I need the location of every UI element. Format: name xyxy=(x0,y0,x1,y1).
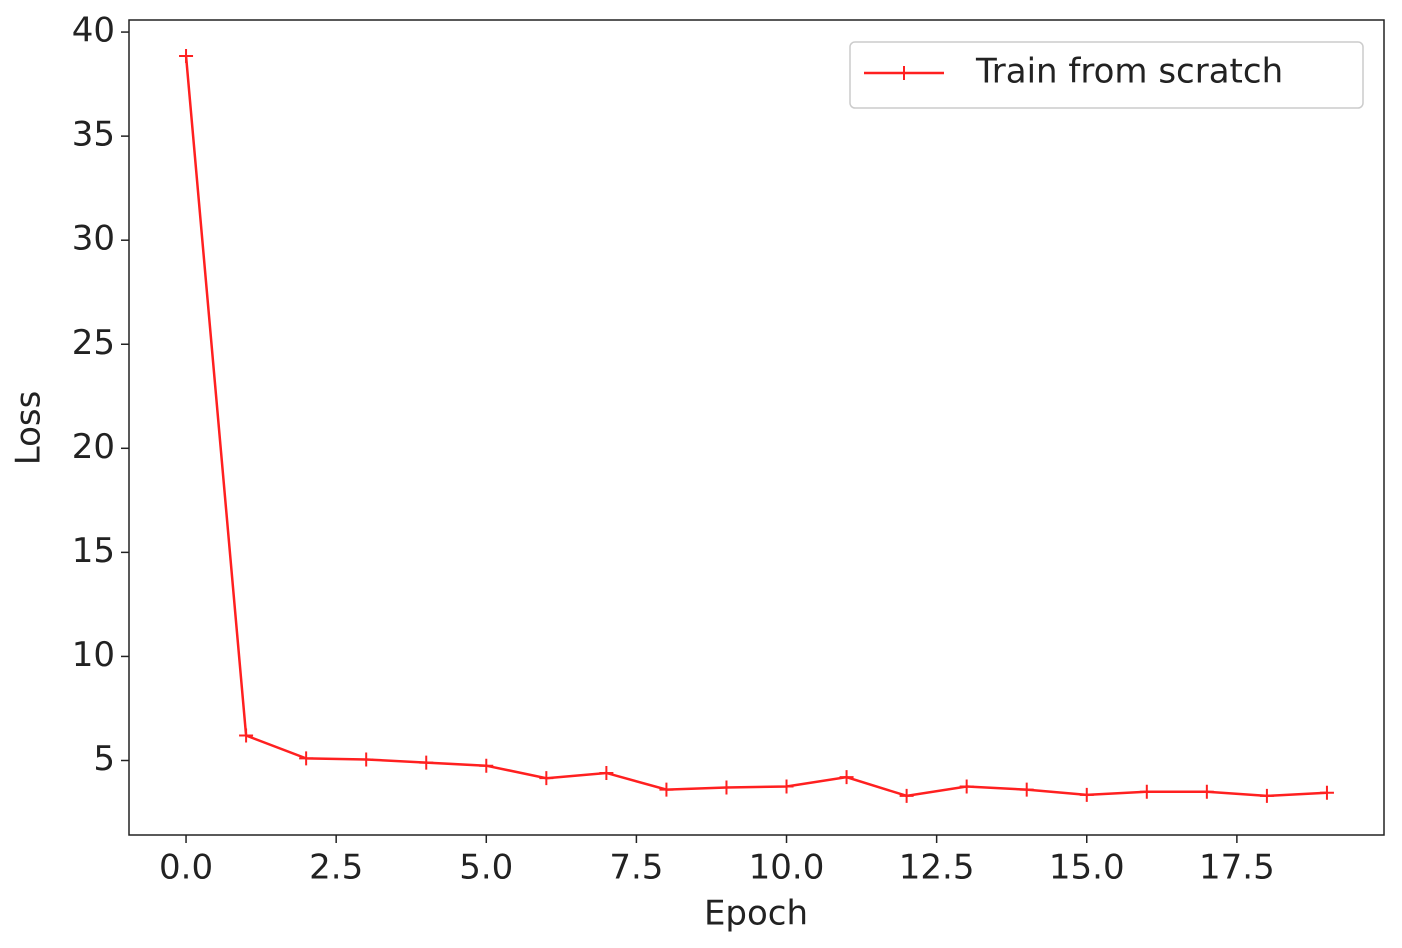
marker xyxy=(1259,788,1274,803)
y-tick-label: 20 xyxy=(72,427,115,467)
x-tick-label: 17.5 xyxy=(1199,848,1275,888)
x-tick-label: 2.5 xyxy=(309,848,363,888)
marker xyxy=(179,49,194,64)
x-tick-label: 12.5 xyxy=(899,848,975,888)
marker xyxy=(659,782,674,797)
marker xyxy=(539,771,554,786)
y-axis-label: Loss xyxy=(9,391,49,466)
marker xyxy=(239,728,254,743)
legend-marker xyxy=(897,66,911,80)
marker xyxy=(479,758,494,773)
marker xyxy=(359,752,374,767)
y-tick-label: 30 xyxy=(72,219,115,259)
y-tick-label: 5 xyxy=(93,739,115,779)
marker xyxy=(1319,785,1334,800)
x-tick-label: 7.5 xyxy=(609,848,663,888)
y-tick-label: 10 xyxy=(72,635,115,675)
marker xyxy=(1139,784,1154,799)
marker xyxy=(1199,784,1214,799)
marker xyxy=(899,788,914,803)
x-tick-label: 15.0 xyxy=(1049,848,1125,888)
marker xyxy=(719,780,734,795)
y-tick-label: 40 xyxy=(72,11,115,51)
marker xyxy=(1079,787,1094,802)
x-axis-label: Epoch xyxy=(704,894,808,934)
marker xyxy=(959,779,974,794)
y-tick-label: 35 xyxy=(72,115,115,155)
plot-frame xyxy=(128,19,1385,836)
marker xyxy=(299,751,314,766)
x-tick-label: 0.0 xyxy=(159,848,213,888)
x-tick-label: 5.0 xyxy=(459,848,513,888)
legend-box xyxy=(849,41,1364,109)
line xyxy=(184,55,1328,798)
marker xyxy=(419,755,434,770)
x-tick-label: 10.0 xyxy=(749,848,825,888)
y-tick-label: 15 xyxy=(72,531,115,571)
marker xyxy=(599,765,614,780)
marker xyxy=(779,779,794,794)
marker xyxy=(839,770,854,785)
marker xyxy=(1019,782,1034,797)
y-tick-label: 25 xyxy=(72,323,115,363)
legend-label: Train from scratch xyxy=(975,52,1283,92)
